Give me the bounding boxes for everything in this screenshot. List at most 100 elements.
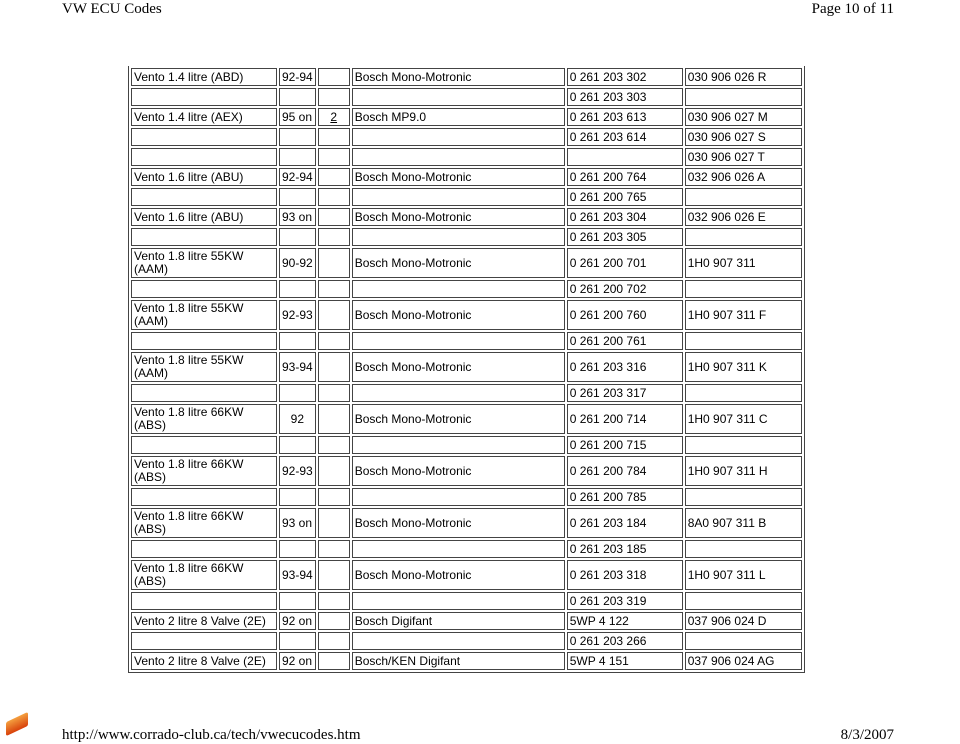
cell-bosch-number bbox=[566, 148, 683, 166]
cell-note bbox=[317, 248, 350, 278]
table-row: 0 261 200 702 bbox=[131, 280, 802, 298]
table-row: Vento 2 litre 8 Valve (2E) 92 on Bosch/KEN… bbox=[131, 652, 802, 670]
cell-year: 92-94 bbox=[279, 168, 316, 186]
cell-bosch-number: 0 261 203 305 bbox=[566, 228, 683, 246]
cell-bosch-number: 0 261 200 760 bbox=[566, 300, 683, 330]
cell-vw-part-number: 037 906 024 AG bbox=[684, 652, 802, 670]
cell-vw-part-number: 030 906 027 T bbox=[684, 148, 802, 166]
cell-year bbox=[279, 228, 316, 246]
cell-system: Bosch Digifant bbox=[351, 612, 565, 630]
table-row: 0 261 200 761 bbox=[131, 332, 802, 350]
cell-bosch-number: 0 261 200 702 bbox=[566, 280, 683, 298]
cell-bosch-number: 0 261 203 613 bbox=[566, 108, 683, 126]
table-row: Vento 1.8 litre 66KW (ABS) 93-94 Bosch Mon… bbox=[131, 560, 802, 590]
cell-model bbox=[131, 540, 277, 558]
footnote-link[interactable]: 2 bbox=[330, 109, 338, 124]
cell-bosch-number: 0 261 200 764 bbox=[566, 168, 683, 186]
cell-vw-part-number: 030 906 026 R bbox=[684, 68, 802, 86]
cell-vw-part-number: 1H0 907 311 L bbox=[684, 560, 802, 590]
cell-system bbox=[351, 332, 565, 350]
cell-system bbox=[351, 280, 565, 298]
cell-year: 93-94 bbox=[279, 352, 316, 382]
table-row: Vento 1.8 litre 55KW (AAM) 90-92 Bosch Mon… bbox=[131, 248, 802, 278]
cell-note bbox=[317, 456, 350, 486]
cell-model bbox=[131, 188, 277, 206]
cell-note bbox=[317, 128, 350, 146]
cell-bosch-number: 0 261 200 761 bbox=[566, 332, 683, 350]
cell-model bbox=[131, 632, 277, 650]
cell-vw-part-number: 8A0 907 311 B bbox=[684, 508, 802, 538]
cell-year bbox=[279, 128, 316, 146]
cell-model bbox=[131, 488, 277, 506]
cell-model: Vento 1.8 litre 55KW (AAM) bbox=[131, 352, 277, 382]
table-row: 0 261 203 319 bbox=[131, 592, 802, 610]
cell-model bbox=[131, 228, 277, 246]
footer-url: http://www.corrado-club.ca/tech/vwecucod… bbox=[62, 727, 361, 743]
table-row: 0 261 203 266 bbox=[131, 632, 802, 650]
cell-bosch-number: 5WP 4 122 bbox=[566, 612, 683, 630]
cell-vw-part-number: 1H0 907 311 bbox=[684, 248, 802, 278]
cell-bosch-number: 0 261 203 614 bbox=[566, 128, 683, 146]
cell-note bbox=[317, 508, 350, 538]
cell-year: 92 on bbox=[279, 652, 316, 670]
cell-vw-part-number bbox=[684, 332, 802, 350]
cell-model: Vento 1.4 litre (AEX) bbox=[131, 108, 277, 126]
cell-model: Vento 1.6 litre (ABU) bbox=[131, 208, 277, 226]
cell-note bbox=[317, 228, 350, 246]
table-row: Vento 1.6 litre (ABU) 93 on Bosch Mono-Mot… bbox=[131, 208, 802, 226]
cell-note: 2 bbox=[317, 108, 350, 126]
cell-system bbox=[351, 128, 565, 146]
cell-note bbox=[317, 612, 350, 630]
cell-bosch-number: 0 261 200 701 bbox=[566, 248, 683, 278]
table-row: 030 906 027 T bbox=[131, 148, 802, 166]
cell-vw-part-number bbox=[684, 436, 802, 454]
cell-system: Bosch Mono-Motronic bbox=[351, 208, 565, 226]
cell-bosch-number: 0 261 203 184 bbox=[566, 508, 683, 538]
cell-model: Vento 1.8 litre 66KW (ABS) bbox=[131, 404, 277, 434]
footer-date: 8/3/2007 bbox=[840, 727, 894, 743]
cell-system bbox=[351, 540, 565, 558]
cell-model bbox=[131, 436, 277, 454]
cell-system: Bosch Mono-Motronic bbox=[351, 404, 565, 434]
cell-model: Vento 1.6 litre (ABU) bbox=[131, 168, 277, 186]
cell-year bbox=[279, 632, 316, 650]
cell-model: Vento 2 litre 8 Valve (2E) bbox=[131, 652, 277, 670]
cell-model bbox=[131, 280, 277, 298]
cell-vw-part-number: 032 906 026 E bbox=[684, 208, 802, 226]
cell-year bbox=[279, 332, 316, 350]
table-row: Vento 1.8 litre 66KW (ABS) 92 Bosch Mono-M… bbox=[131, 404, 802, 434]
cell-bosch-number: 0 261 203 319 bbox=[566, 592, 683, 610]
cell-vw-part-number bbox=[684, 88, 802, 106]
cell-year bbox=[279, 280, 316, 298]
table-row: Vento 2 litre 8 Valve (2E) 92 on Bosch Dig… bbox=[131, 612, 802, 630]
cell-vw-part-number bbox=[684, 384, 802, 402]
cell-model bbox=[131, 332, 277, 350]
cell-bosch-number: 0 261 203 185 bbox=[566, 540, 683, 558]
cell-bosch-number: 5WP 4 151 bbox=[566, 652, 683, 670]
cell-note bbox=[317, 88, 350, 106]
cell-vw-part-number: 030 906 027 S bbox=[684, 128, 802, 146]
cell-note bbox=[317, 332, 350, 350]
cell-model: Vento 1.8 litre 55KW (AAM) bbox=[131, 300, 277, 330]
cell-vw-part-number bbox=[684, 592, 802, 610]
cell-vw-part-number: 1H0 907 311 K bbox=[684, 352, 802, 382]
cell-system: Bosch/KEN Digifant bbox=[351, 652, 565, 670]
table-row: 0 261 200 785 bbox=[131, 488, 802, 506]
cell-year: 93 on bbox=[279, 508, 316, 538]
cell-note bbox=[317, 436, 350, 454]
table-row: 0 261 203 614 030 906 027 S bbox=[131, 128, 802, 146]
cell-system: Bosch Mono-Motronic bbox=[351, 168, 565, 186]
cell-note bbox=[317, 148, 350, 166]
table-row: 0 261 203 303 bbox=[131, 88, 802, 106]
cell-model bbox=[131, 592, 277, 610]
cell-year: 92-93 bbox=[279, 300, 316, 330]
cell-bosch-number: 0 261 203 316 bbox=[566, 352, 683, 382]
cell-year: 95 on bbox=[279, 108, 316, 126]
cell-vw-part-number: 032 906 026 A bbox=[684, 168, 802, 186]
table-row: 0 261 203 185 bbox=[131, 540, 802, 558]
cell-note bbox=[317, 404, 350, 434]
table-row: Vento 1.6 litre (ABU) 92-94 Bosch Mono-Mot… bbox=[131, 168, 802, 186]
cell-year bbox=[279, 148, 316, 166]
cell-bosch-number: 0 261 203 318 bbox=[566, 560, 683, 590]
cell-note bbox=[317, 652, 350, 670]
